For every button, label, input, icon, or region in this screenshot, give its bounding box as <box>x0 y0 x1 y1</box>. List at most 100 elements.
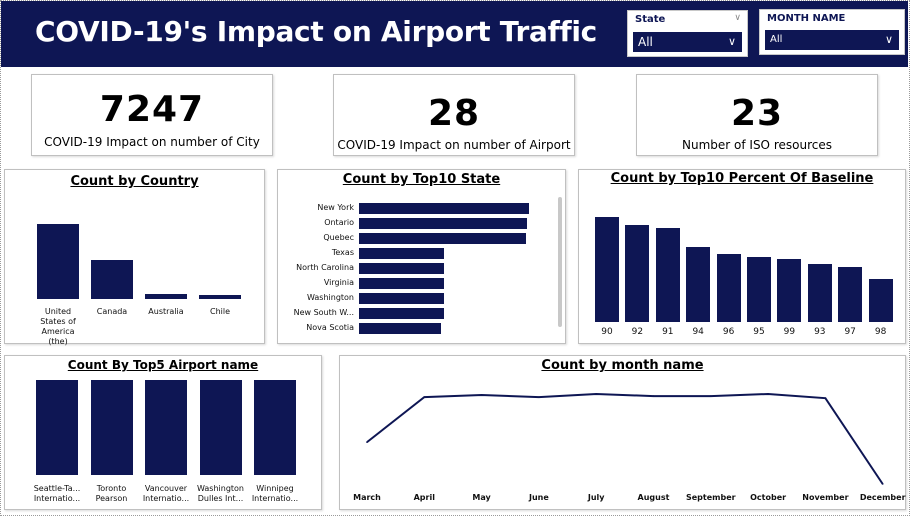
x-tick-label: Toronto Pearson <box>95 484 128 503</box>
kpi-card-iso: 23 Number of ISO resources <box>636 74 878 156</box>
chart-count-by-percent-baseline: Count by Top10 Percent Of Baseline 90 92 9… <box>578 169 906 344</box>
chart-bar <box>199 295 241 299</box>
y-tick-label: Quebec <box>323 233 354 242</box>
month-slicer[interactable]: MONTH NAME All ∨ <box>759 9 905 55</box>
x-tick-label: December <box>859 493 906 502</box>
x-tick-label: 93 <box>814 327 826 337</box>
kpi-card-airport: 28 COVID-19 Impact on number of Airport <box>333 74 575 156</box>
y-tick-label: Ontario <box>324 218 354 227</box>
chart-bar <box>359 293 444 304</box>
y-tick-label: New South W... <box>293 308 354 317</box>
data-point <box>595 393 597 395</box>
kpi-value: 28 <box>427 93 481 134</box>
chart-count-by-top5-airport: Count By Top5 Airport name Seattle-Ta...… <box>4 355 322 510</box>
data-point <box>767 393 769 395</box>
kpi-value: 7247 <box>99 89 205 130</box>
x-tick-label: September <box>685 493 736 502</box>
line-chart-svg <box>366 392 884 485</box>
y-tick-label: Washington <box>306 293 354 302</box>
data-point <box>881 483 884 485</box>
y-tick-label: Nova Scotia <box>306 323 354 332</box>
x-tick-label: 97 <box>844 327 856 337</box>
x-tick-label: 98 <box>874 327 887 337</box>
chart-title: Count by month name <box>541 358 704 373</box>
data-point <box>710 395 712 397</box>
chart-bar <box>807 264 832 322</box>
x-tick-label: United States of America (the) <box>40 307 76 346</box>
kpi-label: Number of ISO resources <box>682 138 832 152</box>
state-dropdown[interactable]: All ∨ <box>633 32 742 52</box>
chart-bar <box>359 263 444 274</box>
state-slicer[interactable]: State ∨ All ∨ <box>627 10 748 57</box>
chart-count-by-country: Count by Country United States of Americ… <box>4 169 265 346</box>
x-tick-label: 90 <box>601 327 613 337</box>
x-tick-label: 96 <box>722 327 735 337</box>
series-line <box>366 392 884 485</box>
chart-bar <box>254 380 296 475</box>
chart-bar <box>595 217 619 322</box>
y-tick-label: Virginia <box>323 278 354 287</box>
chart-bar <box>838 267 863 322</box>
month-dropdown[interactable]: All ∨ <box>765 30 899 50</box>
month-dropdown-value: All <box>770 34 783 45</box>
data-point <box>366 441 368 443</box>
chevron-down-icon: ∨ <box>727 35 736 48</box>
kpi-card-city: 7247 COVID-19 Impact on number of City <box>31 74 273 156</box>
chart-scrollbar[interactable] <box>558 197 562 327</box>
kpi-label: COVID-19 Impact on number of City <box>44 135 260 149</box>
chart-bar <box>359 203 529 214</box>
x-tick-label: 91 <box>662 327 674 337</box>
chart-bar <box>199 380 242 475</box>
x-tick-label: May <box>472 493 491 502</box>
page-title: COVID-19's Impact on Airport Traffic <box>35 15 597 48</box>
data-point <box>538 396 540 398</box>
x-tick-label: June <box>528 493 549 502</box>
kpi-label: COVID-19 Impact on number of Airport <box>337 138 571 152</box>
chart-title: Count By Top5 Airport name <box>67 358 259 372</box>
chart-bar <box>145 380 187 475</box>
chart-bar <box>655 227 680 322</box>
chart-bar <box>777 259 802 322</box>
x-tick-label: Washington Dulles Int... <box>196 484 244 503</box>
chart-title: Count by Top10 Percent Of Baseline <box>610 171 874 186</box>
x-tick-label: October <box>750 493 787 502</box>
chart-title: Count by Country <box>70 174 199 189</box>
chart-bar <box>90 380 133 475</box>
chart-bar <box>686 247 711 322</box>
data-point <box>824 397 827 399</box>
chart-bar <box>37 224 79 299</box>
chart-bar <box>625 225 650 322</box>
x-tick-label: Winnipeg Internatio... <box>251 484 299 503</box>
chart-bar <box>716 253 741 322</box>
chart-bar <box>359 248 444 259</box>
x-tick-label: April <box>413 493 435 502</box>
chart-bar <box>747 256 771 322</box>
y-tick-label: North Carolina <box>296 263 354 272</box>
chart-bar <box>359 218 528 229</box>
state-dropdown-value: All <box>638 35 653 49</box>
chevron-down-icon: ∨ <box>884 33 893 46</box>
x-tick-label: March <box>353 493 381 502</box>
x-tick-label: 95 <box>753 327 765 337</box>
x-tick-label: 92 <box>631 327 644 337</box>
x-tick-label: August <box>637 493 670 502</box>
data-point <box>423 396 426 398</box>
x-tick-label: 99 <box>783 327 796 337</box>
y-tick-label: Texas <box>331 248 354 257</box>
chart-bar <box>145 294 187 299</box>
chart-count-by-month: Count by month name March April May June Jul… <box>339 355 906 510</box>
x-tick-label: July <box>587 493 605 502</box>
chart-title: Count by Top10 State <box>342 172 501 187</box>
kpi-value: 23 <box>730 93 784 134</box>
x-tick-label: Seattle-Ta... Internatio... <box>33 484 81 503</box>
chart-bar <box>359 233 526 244</box>
x-tick-label: 94 <box>692 327 704 337</box>
data-point <box>652 395 655 397</box>
x-tick-label: Australia <box>148 307 184 316</box>
chart-count-by-top10-state: Count by Top10 State New York Ontario Queb… <box>277 169 566 344</box>
data-point <box>480 394 483 396</box>
y-tick-label: New York <box>317 203 354 212</box>
chart-bar <box>36 380 78 475</box>
chart-bar <box>868 278 893 322</box>
chevron-down-icon: ∨ <box>734 13 741 23</box>
